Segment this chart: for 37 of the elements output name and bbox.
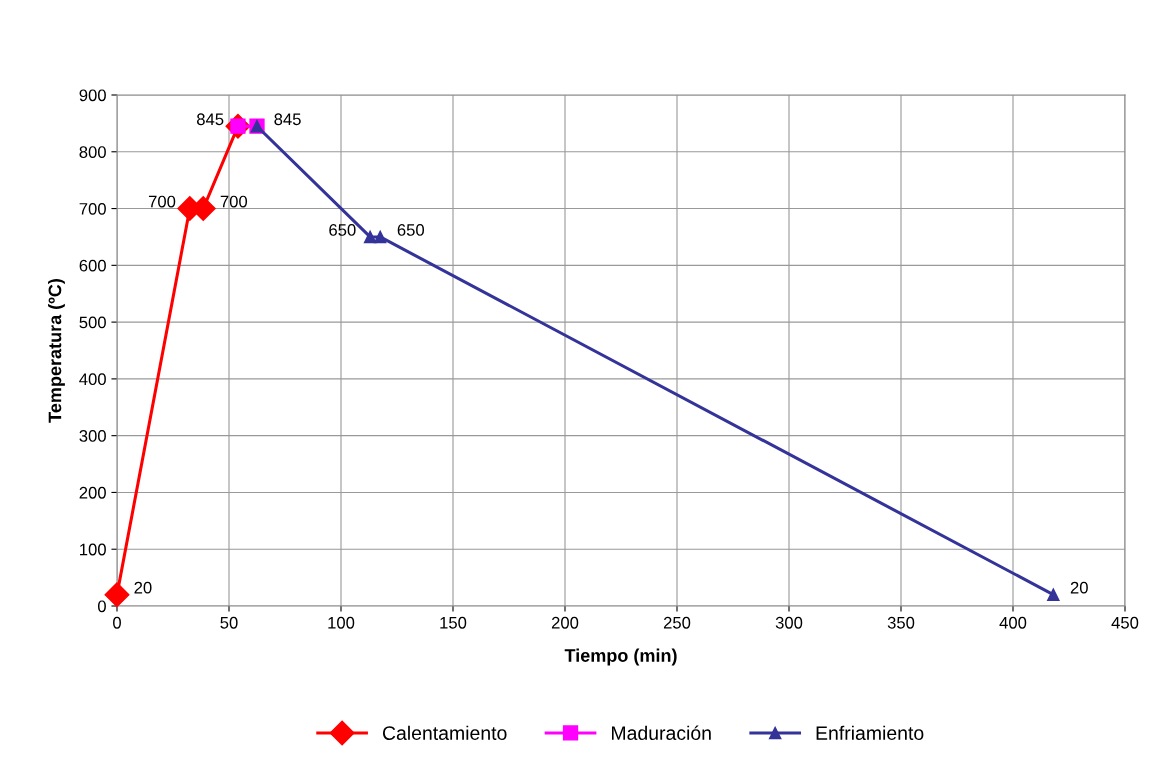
y-tick-label: 700: [79, 202, 106, 215]
y-tick-label: 800: [79, 146, 106, 158]
x-tick-label: 0: [113, 616, 121, 629]
data-label: 845: [196, 113, 224, 126]
data-label: 650: [397, 224, 425, 236]
x-tick-label: 250: [663, 616, 691, 629]
x-tick-label: 450: [1111, 616, 1139, 629]
y-tick-label: 0: [97, 600, 106, 613]
x-tick-label: 50: [220, 616, 238, 629]
point: [373, 230, 387, 244]
y-axis-title: Temperatura (ºC): [48, 279, 65, 423]
x-tick-label: 300: [775, 616, 803, 629]
x-tick-label: 350: [887, 616, 915, 629]
y-tick-label: 100: [80, 543, 106, 556]
y-tick-label: 900: [79, 89, 106, 102]
x-axis-title: Tiempo (min): [564, 648, 677, 666]
data-label: 700: [220, 195, 248, 208]
x-tick-label: 150: [440, 616, 467, 629]
legend-label: Maduración: [611, 725, 711, 740]
data-label: 20: [1070, 581, 1088, 594]
x-tick-label: 100: [328, 616, 355, 629]
legend-label: Calentamiento: [382, 725, 507, 740]
y-tick-label: 200: [79, 486, 106, 499]
y-tick-label: 400: [79, 373, 106, 386]
data-label: 20: [134, 581, 152, 594]
point: [363, 230, 377, 244]
y-tick-label: 500: [79, 316, 106, 329]
y-tick-label: 300: [79, 430, 106, 442]
x-tick-label: 400: [999, 616, 1027, 629]
x-tick-label: 200: [551, 616, 579, 629]
point: [104, 582, 130, 608]
point: [1047, 588, 1060, 601]
data-label: 650: [329, 224, 356, 236]
data-label: 700: [148, 195, 176, 208]
y-tick-label: 600: [79, 259, 106, 272]
data-label: 845: [274, 113, 301, 126]
legend-label: Enfriamiento: [816, 725, 924, 740]
